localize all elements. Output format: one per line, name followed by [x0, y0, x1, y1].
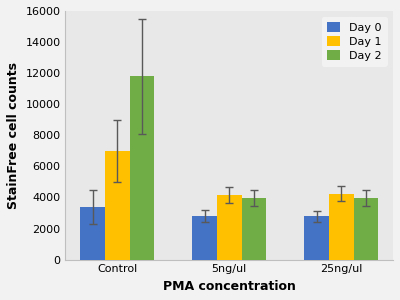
X-axis label: PMA concentration: PMA concentration — [163, 280, 296, 293]
Bar — [242, 198, 266, 260]
Bar — [80, 207, 105, 260]
Legend: Day 0, Day 1, Day 2: Day 0, Day 1, Day 2 — [322, 16, 388, 67]
Bar — [329, 194, 354, 260]
Bar — [105, 151, 130, 260]
Bar — [130, 76, 154, 260]
Bar — [304, 216, 329, 260]
Y-axis label: StainFree cell counts: StainFree cell counts — [7, 62, 20, 209]
Bar — [217, 195, 242, 260]
Bar — [192, 216, 217, 260]
Bar — [354, 198, 378, 260]
